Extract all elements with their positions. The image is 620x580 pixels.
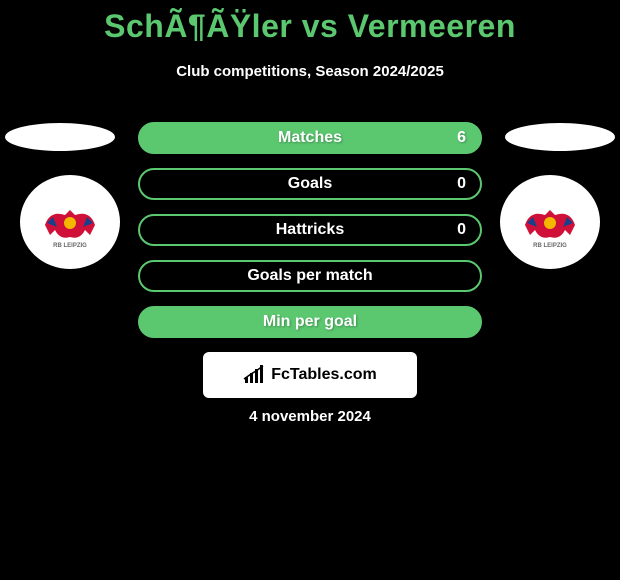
team-logo-right: RB LEIPZIG	[500, 175, 600, 269]
footer-badge[interactable]: FcTables.com	[203, 352, 417, 398]
stat-label: Hattricks	[276, 221, 344, 239]
footer-site-text: FcTables.com	[271, 366, 377, 384]
stat-value: 6	[457, 129, 466, 147]
team-logo-left: RB LEIPZIG	[20, 175, 120, 269]
stat-label: Matches	[278, 129, 342, 147]
subtitle: Club competitions, Season 2024/2025	[0, 63, 620, 80]
stat-value: 0	[457, 221, 466, 239]
date-text: 4 november 2024	[249, 408, 371, 425]
stat-label: Goals	[288, 175, 332, 193]
stat-row-goals-per-match: Goals per match	[138, 260, 482, 292]
stat-row-hattricks: Hattricks 0	[138, 214, 482, 246]
stat-label: Goals per match	[247, 267, 372, 285]
rb-leipzig-logo-icon: RB LEIPZIG	[515, 195, 585, 250]
rb-leipzig-logo-icon: RB LEIPZIG	[35, 195, 105, 250]
svg-text:RB LEIPZIG: RB LEIPZIG	[53, 243, 87, 249]
player-ellipse-left	[5, 123, 115, 151]
chart-icon	[243, 365, 267, 385]
footer-badge-content: FcTables.com	[243, 365, 377, 385]
stat-value: 0	[457, 175, 466, 193]
player-ellipse-right	[505, 123, 615, 151]
stats-container: Matches 6 Goals 0 Hattricks 0 Goals per …	[138, 122, 482, 338]
stat-row-matches: Matches 6	[138, 122, 482, 154]
stat-label: Min per goal	[263, 313, 357, 331]
page-title: SchÃ¶ÃŸler vs Vermeeren	[0, 0, 620, 45]
stat-row-goals: Goals 0	[138, 168, 482, 200]
stat-row-min-per-goal: Min per goal	[138, 306, 482, 338]
svg-text:RB LEIPZIG: RB LEIPZIG	[533, 243, 567, 249]
